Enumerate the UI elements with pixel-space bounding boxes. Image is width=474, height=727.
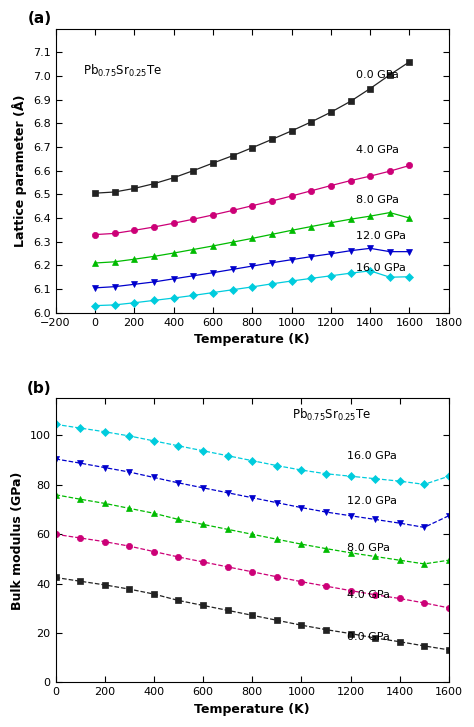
Text: 4.0 GPa: 4.0 GPa	[347, 590, 390, 600]
Text: 0.0 GPa: 0.0 GPa	[356, 70, 399, 79]
Text: (a): (a)	[27, 11, 52, 26]
Text: 8.0 GPa: 8.0 GPa	[347, 543, 390, 553]
Text: (b): (b)	[27, 380, 52, 395]
Text: 8.0 GPa: 8.0 GPa	[356, 195, 400, 205]
Text: 0.0 GPa: 0.0 GPa	[347, 632, 390, 642]
Text: 4.0 GPa: 4.0 GPa	[356, 145, 400, 156]
Y-axis label: Bulk modulus (GPa): Bulk modulus (GPa)	[11, 471, 24, 610]
Text: 12.0 GPa: 12.0 GPa	[347, 496, 397, 506]
Text: Pb$_{0.75}$Sr$_{0.25}$Te: Pb$_{0.75}$Sr$_{0.25}$Te	[292, 407, 371, 423]
X-axis label: Temperature (K): Temperature (K)	[194, 703, 310, 716]
Text: 12.0 GPa: 12.0 GPa	[356, 230, 406, 241]
X-axis label: Temperature (K): Temperature (K)	[194, 333, 310, 346]
Text: Pb$_{0.75}$Sr$_{0.25}$Te: Pb$_{0.75}$Sr$_{0.25}$Te	[83, 63, 162, 79]
Y-axis label: Lattice parameter (Å): Lattice parameter (Å)	[12, 95, 27, 247]
Text: 16.0 GPa: 16.0 GPa	[356, 263, 406, 273]
Text: 16.0 GPa: 16.0 GPa	[347, 451, 397, 462]
